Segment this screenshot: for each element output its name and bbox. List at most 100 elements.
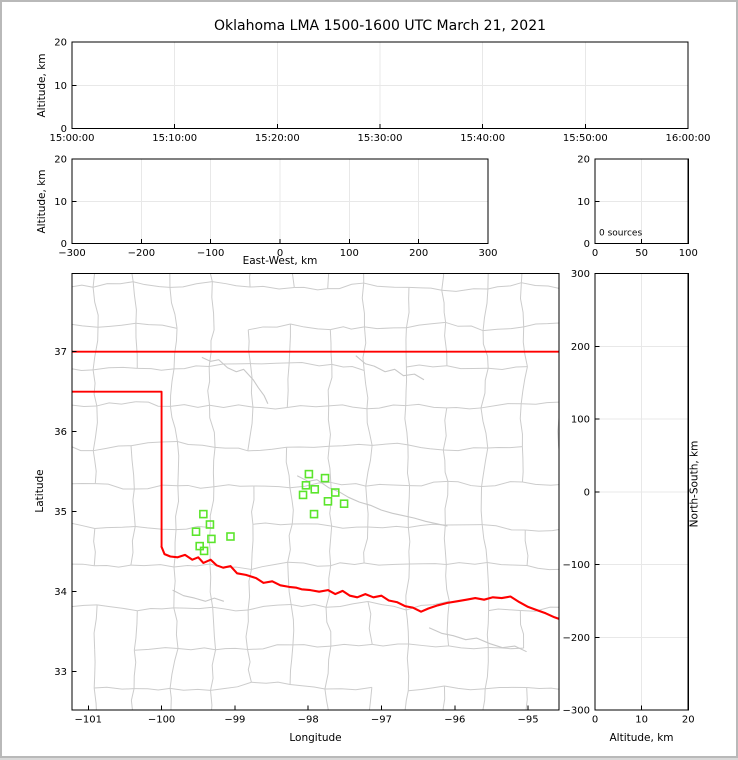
county-line [364, 563, 409, 565]
county-line [288, 562, 291, 604]
county-line [286, 447, 290, 488]
county-line [246, 610, 248, 649]
county-line [406, 367, 407, 406]
county-line [97, 605, 137, 611]
county-line [406, 287, 409, 327]
county-line [251, 524, 253, 569]
county-line [523, 327, 527, 367]
county-line [137, 608, 174, 611]
county-line [253, 722, 287, 726]
county-line [445, 322, 447, 365]
station-marker [324, 498, 331, 505]
county-line [93, 451, 96, 484]
county-line [288, 524, 293, 562]
county-line [408, 527, 409, 564]
county-line [133, 282, 136, 324]
station-marker [193, 528, 200, 535]
county-line [289, 362, 332, 365]
y-tick-label: 100 [571, 415, 590, 426]
county-line [598, 569, 603, 602]
x-tick-label: 100 [340, 248, 359, 259]
county-line [366, 486, 368, 527]
county-line [55, 729, 95, 730]
county-line [331, 482, 366, 486]
station-marker [305, 471, 312, 478]
y-tick-label: 10 [54, 197, 67, 208]
y-tick-label: −300 [563, 706, 590, 717]
county-line [170, 282, 212, 288]
county-line [366, 445, 372, 486]
county-line [170, 287, 177, 328]
county-line [170, 688, 210, 690]
county-line [136, 323, 137, 368]
county-line [134, 648, 178, 651]
county-line [521, 283, 561, 289]
county-line [527, 565, 560, 569]
county-line [287, 363, 289, 408]
county-line [444, 686, 485, 690]
station-marker [300, 491, 307, 498]
y-tick-label: 36 [54, 427, 67, 438]
county-line [328, 283, 364, 289]
river-line [173, 590, 224, 601]
ew-height-ylabel: Altitude, km [36, 169, 48, 233]
county-line [409, 287, 442, 290]
county-line [368, 526, 409, 527]
county-line [326, 566, 331, 608]
county-line [287, 446, 330, 447]
county-line [252, 486, 254, 524]
x-tick-label: 16:00:00 [666, 133, 711, 144]
county-line [53, 522, 95, 529]
county-line [214, 485, 254, 487]
county-line [254, 486, 290, 488]
county-line [93, 406, 97, 451]
county-line [483, 327, 524, 331]
county-line [444, 525, 446, 565]
ew-height-xlabel: East-West, km [243, 255, 318, 267]
county-line [482, 448, 488, 487]
county-line [488, 367, 527, 370]
county-line [176, 486, 179, 530]
y-tick-label: 10 [577, 197, 590, 208]
county-line [487, 611, 488, 648]
county-line [135, 526, 176, 529]
y-tick-label: 0 [584, 239, 590, 250]
map-ylabel: Latitude [34, 469, 46, 512]
county-line [53, 522, 58, 564]
county-line [367, 409, 372, 446]
county-line [372, 443, 408, 445]
county-line [248, 447, 287, 451]
county-line [58, 564, 60, 605]
county-line [170, 243, 175, 287]
ns-height-ylabel: North-South, km [689, 441, 701, 528]
x-tick-label: −97 [371, 715, 392, 726]
county-line [443, 448, 487, 451]
y-tick-label: −100 [563, 560, 590, 571]
county-line [328, 364, 332, 406]
county-line [178, 485, 214, 488]
county-line [131, 446, 134, 489]
x-tick-label: 15:40:00 [460, 133, 505, 144]
county-line [442, 290, 446, 322]
county-line [326, 601, 368, 607]
county-line [597, 647, 599, 682]
y-tick-label: 20 [54, 38, 67, 49]
county-line [288, 562, 331, 566]
county-line [213, 607, 216, 650]
x-tick-label: 200 [409, 248, 428, 259]
station-marker [196, 543, 203, 550]
county-line [597, 603, 603, 647]
county-line [290, 488, 293, 524]
county-line [56, 287, 57, 323]
county-line [407, 644, 408, 691]
county-line [487, 563, 527, 566]
county-line [405, 406, 408, 445]
county-line [248, 324, 290, 330]
county-line [250, 286, 294, 289]
county-line [250, 363, 289, 364]
county-line [332, 364, 364, 370]
county-line [94, 565, 131, 567]
county-line [178, 648, 216, 650]
county-line [211, 650, 216, 691]
